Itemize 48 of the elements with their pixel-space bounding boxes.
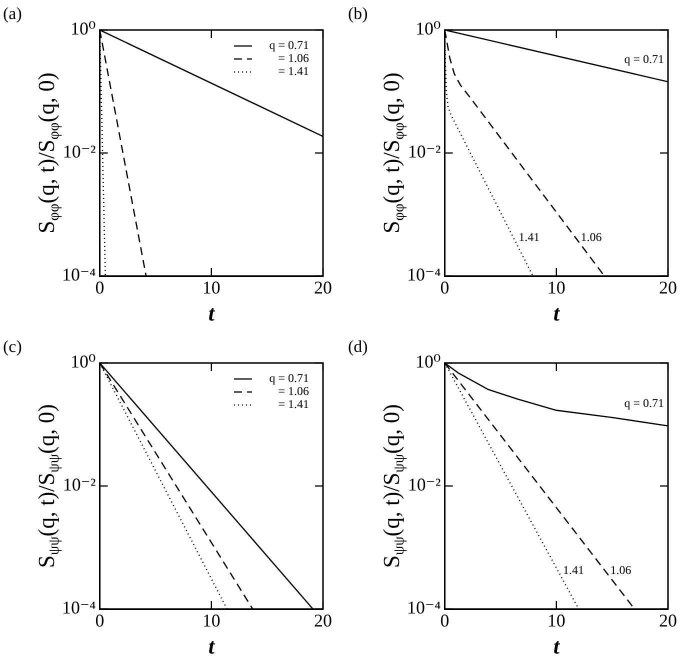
y-tick-label: 10⁰ bbox=[416, 18, 441, 39]
y-tick-label: 10⁻⁴ bbox=[406, 598, 441, 618]
legend-label: = 1.06 bbox=[278, 384, 309, 398]
chart-title: (b) bbox=[348, 4, 368, 23]
y-axis-title: Sψψ(q, t)/Sψψ(q, 0) bbox=[378, 404, 408, 568]
y-tick-label: 10⁻² bbox=[408, 142, 441, 162]
legend-label: q = 0.71 bbox=[269, 38, 309, 52]
legend-label: = 1.06 bbox=[278, 51, 309, 66]
legend-label: q = 0.71 bbox=[269, 371, 309, 386]
y-axis-title: Sψψ(q, t)/Sψψ(q, 0) bbox=[34, 404, 63, 568]
x-tick-label: 10 bbox=[547, 610, 566, 631]
chart-title: (a) bbox=[3, 4, 22, 23]
y-tick-label: 10⁻⁴ bbox=[62, 264, 96, 285]
series-label: 1.06 bbox=[580, 230, 602, 244]
series-label: 1.41 bbox=[518, 230, 540, 244]
x-tick-label: 20 bbox=[659, 610, 677, 631]
series-label: 1.06 bbox=[610, 563, 632, 578]
legend-label: = 1.41 bbox=[278, 64, 309, 78]
y-axis-title: Sφφ(q, t)/Sφφ(q, 0) bbox=[34, 72, 63, 234]
x-tick-label: 10 bbox=[202, 278, 220, 298]
chart-title: (d) bbox=[348, 336, 368, 356]
x-tick-label: 0 bbox=[440, 610, 450, 631]
x-tick-label: 0 bbox=[95, 610, 104, 631]
x-tick-label: 0 bbox=[440, 278, 450, 298]
series-label: q = 0.71 bbox=[624, 396, 664, 410]
y-tick-label: 10⁻² bbox=[408, 474, 441, 495]
x-axis-title: t bbox=[553, 633, 560, 658]
legend-label: = 1.41 bbox=[278, 397, 309, 412]
x-tick-label: 20 bbox=[659, 278, 677, 298]
legend-label: q = 0.71 bbox=[624, 52, 664, 66]
x-tick-label: 20 bbox=[314, 278, 332, 298]
x-axis-title: t bbox=[208, 300, 216, 326]
y-axis-title: Sφφ(q, t)/Sφφ(q, 0) bbox=[378, 72, 408, 234]
y-tick-label: 10⁰ bbox=[70, 352, 96, 372]
x-tick-label: 0 bbox=[95, 278, 104, 298]
y-tick-label: 10⁻² bbox=[62, 474, 96, 495]
chart-title: (c) bbox=[3, 336, 22, 356]
x-tick-label: 10 bbox=[202, 610, 220, 631]
x-axis-title: t bbox=[553, 300, 560, 326]
x-tick-label: 10 bbox=[547, 278, 566, 298]
x-tick-label: 20 bbox=[314, 610, 332, 631]
y-tick-label: 10⁰ bbox=[70, 18, 96, 39]
y-tick-label: 10⁻⁴ bbox=[406, 264, 441, 285]
series-label: 1.41 bbox=[563, 563, 584, 578]
y-tick-label: 10⁻⁴ bbox=[62, 598, 96, 618]
x-axis-title: t bbox=[208, 633, 216, 658]
y-tick-label: 10⁰ bbox=[416, 352, 441, 372]
y-tick-label: 10⁻² bbox=[62, 142, 96, 162]
